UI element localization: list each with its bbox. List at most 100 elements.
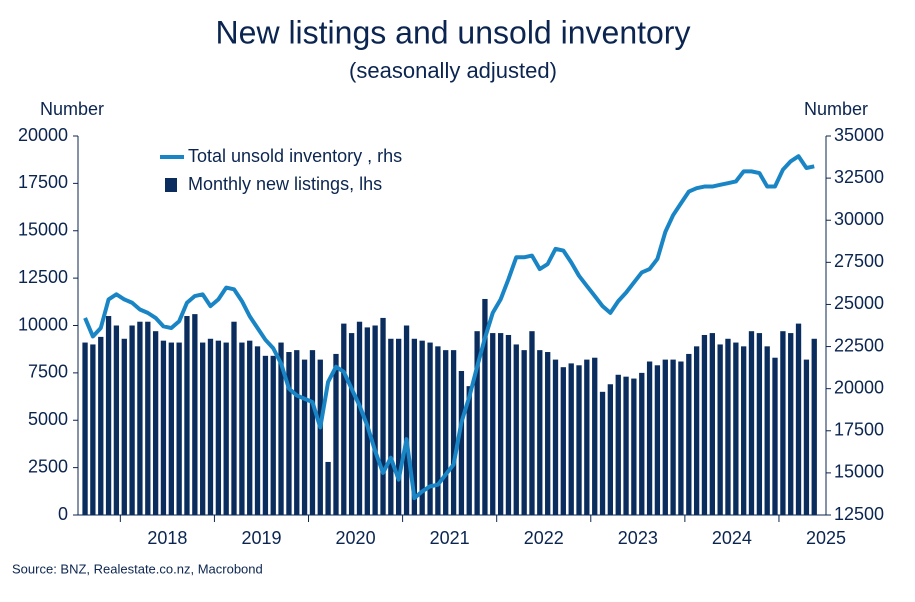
bar — [215, 340, 222, 515]
bar — [200, 342, 206, 515]
bar — [505, 334, 512, 515]
bar — [254, 346, 261, 515]
bar — [239, 342, 245, 515]
bar — [168, 342, 174, 515]
bar — [709, 333, 715, 515]
bar — [537, 350, 543, 515]
bar — [678, 361, 684, 515]
bar — [231, 321, 237, 515]
bar — [223, 342, 229, 515]
bar — [725, 338, 731, 515]
bar — [545, 352, 551, 515]
bar — [333, 353, 339, 515]
legend-label: Monthly new listings, lhs — [188, 174, 382, 194]
bar — [443, 350, 449, 515]
x-tick-label: 2022 — [524, 528, 564, 548]
y2-tick-label: 25000 — [834, 293, 884, 313]
x-tick-label: 2020 — [336, 528, 376, 548]
bar — [654, 365, 661, 515]
bar — [693, 346, 700, 515]
bar — [717, 344, 723, 515]
bar — [192, 314, 198, 515]
bar — [552, 359, 559, 515]
bar — [795, 323, 802, 515]
bar — [395, 338, 402, 515]
legend-swatch — [165, 178, 177, 192]
bar — [560, 367, 566, 515]
bar — [592, 357, 598, 515]
bar — [670, 359, 676, 515]
bar — [780, 331, 786, 515]
bar — [309, 350, 316, 515]
bar — [388, 338, 394, 515]
legend-label: Total unsold inventory , rhs — [188, 146, 402, 166]
y2-tick-label: 15000 — [834, 462, 884, 482]
bar — [207, 338, 214, 515]
y2-tick-label: 27500 — [834, 251, 884, 271]
y2-tick-label: 32500 — [834, 167, 884, 187]
bar — [686, 353, 692, 515]
bar — [90, 344, 96, 515]
bar — [639, 372, 645, 515]
y-tick-label: 12500 — [18, 267, 68, 287]
line — [83, 154, 815, 501]
bar — [121, 338, 127, 515]
bar — [325, 461, 331, 515]
source-note: Source: BNZ, Realestate.co.nz, Macrobond — [12, 561, 263, 576]
bar — [529, 331, 535, 515]
bar — [490, 333, 496, 515]
bar — [631, 378, 637, 515]
bar — [294, 350, 300, 515]
x-tick-label: 2023 — [618, 528, 658, 548]
bar — [278, 342, 284, 515]
bar — [576, 365, 582, 515]
bar — [521, 350, 527, 515]
y2-tick-label: 20000 — [834, 377, 884, 397]
chart-title: New listings and unsold inventory — [216, 14, 691, 50]
bar — [419, 340, 425, 515]
bar — [662, 359, 668, 515]
bar — [372, 325, 378, 515]
bar — [145, 321, 151, 515]
bar — [772, 357, 778, 515]
bar — [733, 342, 739, 515]
x-tick-label: 2025 — [806, 528, 846, 548]
x-tick-label: 2018 — [147, 528, 187, 548]
bar — [262, 355, 269, 515]
bar — [513, 344, 519, 515]
bar — [482, 298, 488, 515]
y2-tick-label: 12500 — [834, 504, 884, 524]
bar — [301, 359, 308, 515]
chart-subtitle: (seasonally adjusted) — [349, 58, 557, 83]
bar — [748, 331, 755, 515]
bar — [584, 359, 590, 515]
y2-tick-label: 30000 — [834, 209, 884, 229]
bar — [98, 336, 104, 515]
bar — [435, 346, 441, 515]
y-tick-label: 2500 — [28, 456, 68, 476]
bar — [607, 384, 614, 515]
y-tick-label: 10000 — [18, 314, 68, 334]
bar — [176, 342, 182, 515]
bar — [137, 321, 143, 515]
y-tick-label: 5000 — [28, 409, 68, 429]
bar — [811, 338, 817, 515]
bar — [152, 331, 159, 515]
bar — [466, 386, 472, 515]
bar — [615, 374, 621, 515]
y2-tick-label: 35000 — [834, 125, 884, 145]
bar — [756, 333, 763, 515]
bar — [184, 316, 190, 515]
bar — [160, 340, 167, 515]
bar — [129, 325, 135, 515]
bar — [270, 355, 276, 515]
x-tick-label: 2024 — [712, 528, 752, 548]
y-tick-label: 20000 — [18, 125, 68, 145]
y2-axis-label: Number — [804, 99, 868, 119]
bar — [803, 359, 810, 515]
bar — [646, 361, 653, 515]
bar — [356, 321, 363, 515]
bar — [427, 342, 433, 515]
x-tick-label: 2021 — [430, 528, 470, 548]
